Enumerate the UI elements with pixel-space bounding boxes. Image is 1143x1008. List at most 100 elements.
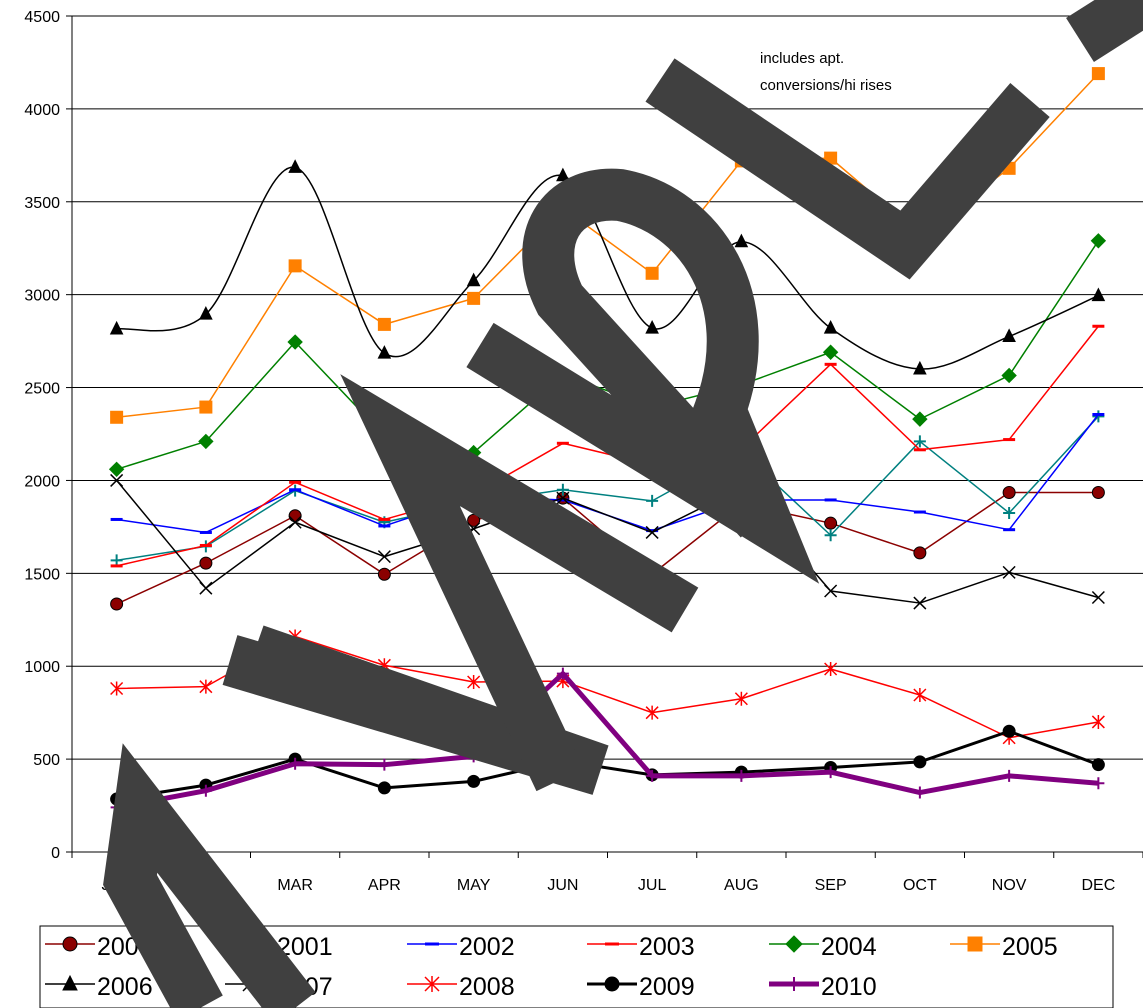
data-point: [467, 774, 481, 788]
legend-item-2006: 2006: [45, 973, 153, 1001]
data-point: [913, 688, 927, 703]
data-point: [645, 705, 659, 720]
data-point: [735, 769, 748, 782]
series-line-2009: [116, 729, 1099, 801]
data-point: [646, 769, 659, 782]
data-point: [467, 291, 481, 305]
data-point: [198, 433, 214, 450]
data-point: [110, 473, 124, 487]
legend-label: 2008: [459, 973, 515, 1001]
data-point: [824, 516, 838, 530]
legend-label: 2009: [639, 973, 695, 1001]
data-point: [110, 681, 124, 696]
y-tick-label: 2000: [24, 473, 60, 490]
data-point: [734, 233, 749, 248]
annotation-line-1: includes apt.: [760, 50, 844, 67]
data-point: [1091, 714, 1105, 729]
legend-marker: [604, 976, 620, 992]
watermark-letter-m-bottom: [222, 625, 609, 795]
data-point: [377, 550, 391, 564]
data-point: [913, 360, 927, 375]
data-point: [913, 546, 927, 560]
data-point: [199, 784, 212, 797]
x-tick-label: MAY: [457, 877, 491, 894]
legend-item-2009: 2009: [587, 973, 695, 1001]
x-tick-label: MAR: [277, 877, 313, 894]
y-tick-label: 4500: [24, 9, 60, 26]
legend-label: 2006: [97, 973, 153, 1001]
x-tick-label: DEC: [1081, 877, 1115, 894]
x-tick-label: JUL: [638, 877, 667, 894]
data-point: [1091, 590, 1105, 605]
legend-label: 2002: [459, 933, 515, 961]
data-point: [378, 758, 391, 771]
legend-label: 2004: [821, 933, 877, 961]
x-tick-label: SEP: [815, 877, 847, 894]
data-point: [1003, 506, 1016, 519]
y-tick-label: 500: [33, 752, 60, 769]
data-point: [1091, 758, 1105, 772]
x-tick-label: APR: [368, 877, 401, 894]
data-point: [912, 411, 928, 427]
legend-marker: [62, 974, 78, 991]
data-point: [108, 461, 125, 478]
data-point: [824, 662, 838, 677]
data-point: [467, 675, 481, 690]
data-point: [1092, 410, 1105, 423]
legend-item-2005: 2005: [950, 933, 1058, 961]
y-tick-label: 2500: [24, 381, 60, 398]
data-point: [645, 319, 659, 334]
legend-label: 2003: [639, 933, 695, 961]
y-axis-ticks: 0 500 1000 1500 2000 2500 3000 3500 4000 4500: [24, 9, 72, 862]
data-point: [288, 515, 302, 529]
series-2009: [110, 724, 1105, 806]
watermark-letter-e: [1066, 0, 1143, 62]
data-point: [645, 266, 659, 280]
data-point: [110, 410, 124, 424]
watermark-letter-l: [645, 58, 1050, 280]
data-point: [288, 159, 302, 173]
data-point: [466, 272, 481, 287]
legend-label: 2010: [821, 973, 877, 1001]
legend-marker: [62, 936, 78, 952]
data-point: [199, 581, 213, 595]
x-tick-label: AUG: [724, 877, 759, 894]
data-point: [1003, 769, 1016, 782]
data-point: [1091, 67, 1105, 81]
data-point: [913, 435, 926, 448]
data-point: [109, 320, 124, 335]
legend-marker: [785, 935, 803, 953]
x-tick-label: OCT: [903, 877, 937, 894]
data-point: [1092, 777, 1105, 790]
legend-item-2002: 2002: [407, 933, 515, 961]
data-point: [556, 483, 569, 496]
data-point: [289, 757, 302, 770]
series-2006: [109, 159, 1106, 375]
data-point: [824, 766, 837, 779]
legend-item-2004: 2004: [769, 933, 877, 961]
data-point: [288, 509, 302, 523]
legend-marker: [787, 977, 801, 991]
data-point: [377, 781, 391, 795]
data-point: [913, 596, 927, 610]
x-tick-label: NOV: [992, 877, 1027, 894]
legend-item-2000: 2000: [45, 933, 153, 961]
annotation-line-2: conversions/hi rises: [760, 77, 892, 94]
data-point: [199, 306, 213, 320]
x-tick-label: JUN: [547, 877, 578, 894]
data-point: [1090, 233, 1107, 249]
data-point: [822, 344, 839, 360]
legend-item-2008: 2008: [407, 973, 515, 1001]
data-point: [110, 554, 123, 567]
data-point: [1002, 565, 1016, 579]
data-point: [1091, 287, 1106, 302]
data-point: [645, 525, 659, 539]
series-line-2010: [116, 671, 1099, 810]
series-layer: [108, 67, 1107, 814]
watermark-letter-p: [466, 168, 820, 584]
data-point: [377, 345, 392, 359]
data-point: [377, 317, 391, 331]
legend-marker: [967, 936, 983, 952]
series-line-2003: [116, 325, 1099, 567]
